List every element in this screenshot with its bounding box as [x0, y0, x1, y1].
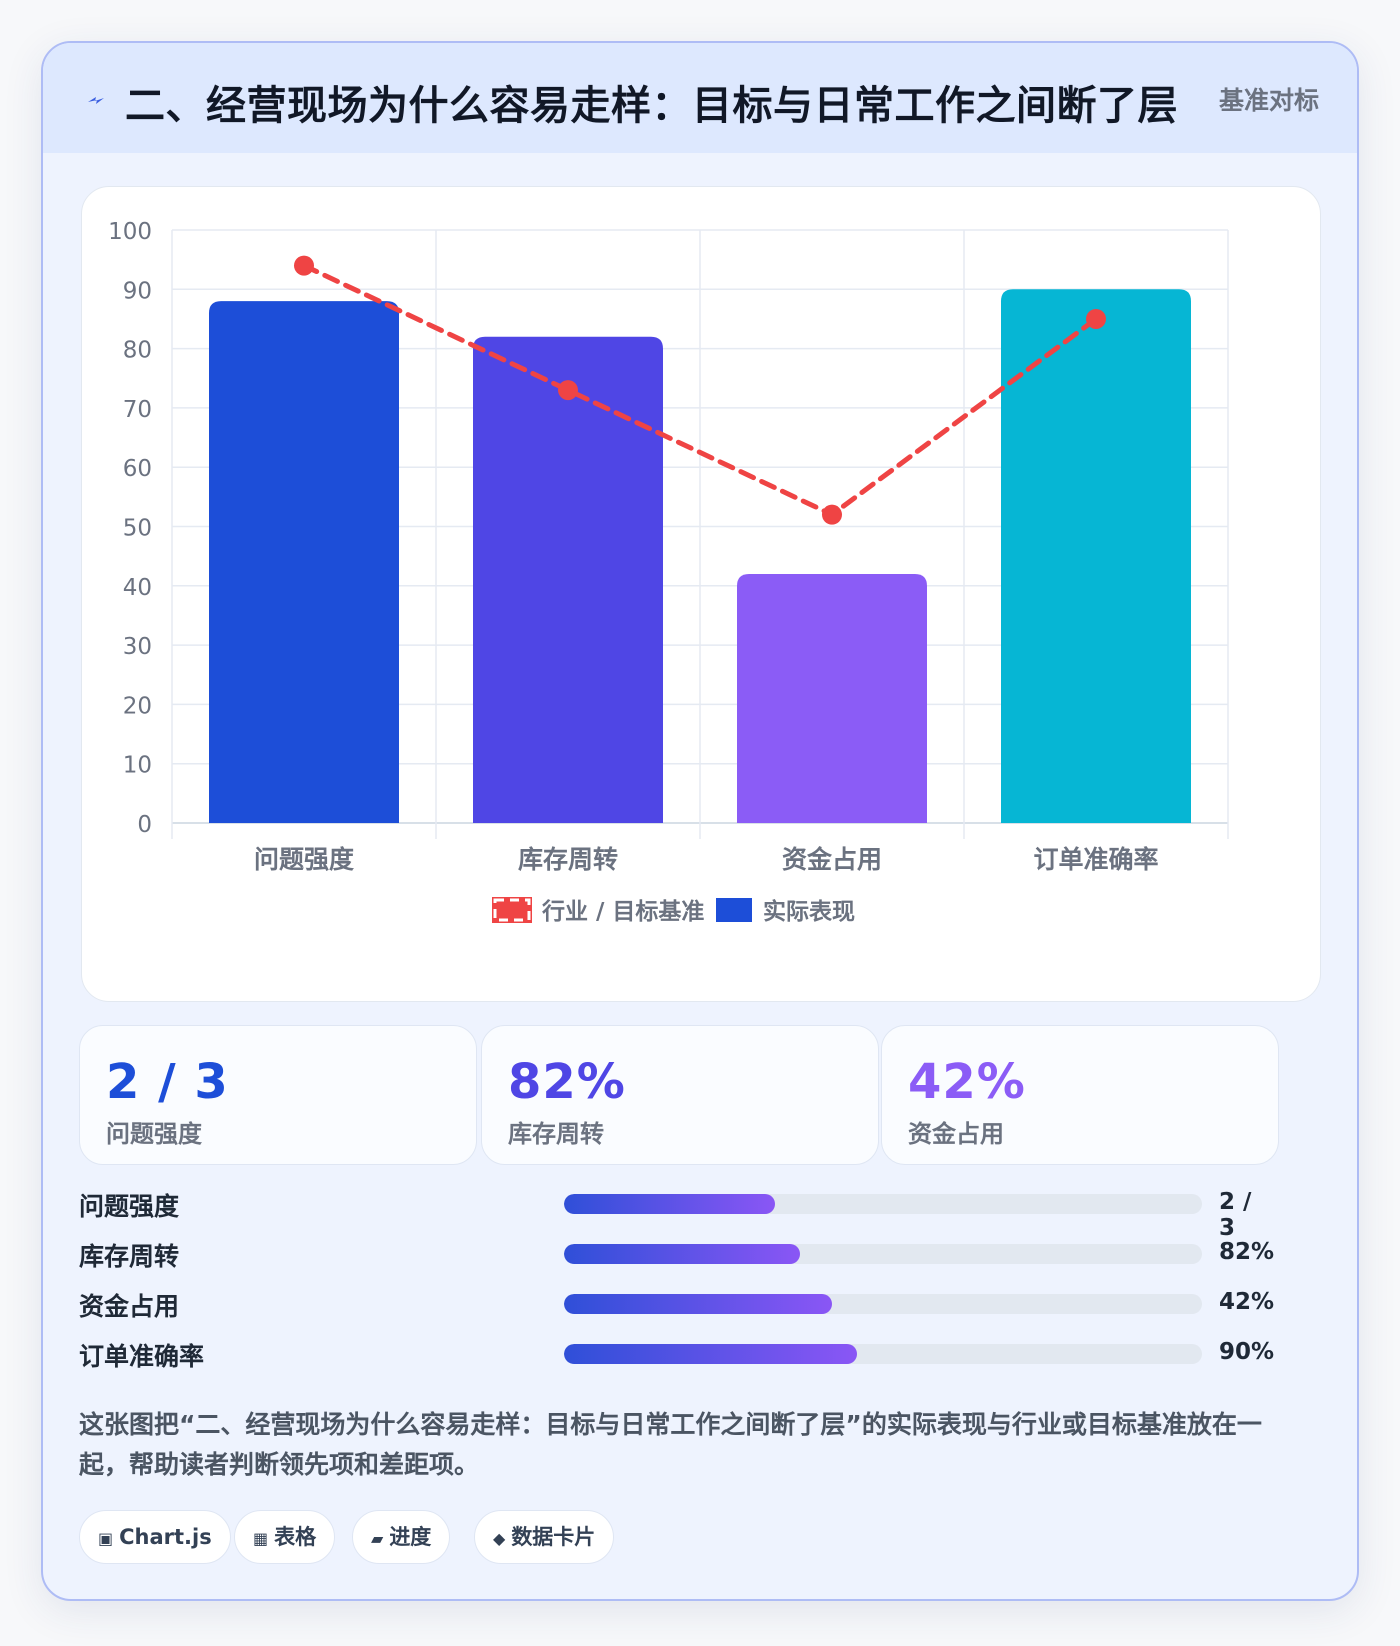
y-tick-label: 40: [123, 575, 152, 601]
pill-label: 进度: [389, 1525, 432, 1549]
progress-label: 资金占用: [79, 1292, 180, 1321]
stat-value: 82%: [508, 1054, 626, 1110]
x-tick-label: 库存周转: [518, 845, 618, 874]
chart-card: 二、经营现场为什么容易走样：目标与日常工作之间断了层 基准对标 0 10 20 30 4…: [41, 41, 1359, 1601]
benchmark-point: [822, 504, 842, 525]
x-tick-label: 订单准确率: [1033, 845, 1158, 874]
card-title: 二、经营现场为什么容易走样：目标与日常工作之间断了层: [125, 83, 1178, 129]
y-tick-label: 0: [137, 812, 152, 838]
legend-swatch-dash: [493, 898, 531, 922]
benchmark-chart: 0 10 20 30 40 50 60 70 80 90 100 问题强度 库存周转 资金占用 订单准确率行…: [108, 219, 1229, 925]
progress-row: 资金占用 42%: [79, 1283, 1274, 1323]
legend-swatch-actual: [716, 898, 752, 922]
progress-value: 42%: [1219, 1289, 1275, 1315]
stat-label: 问题强度: [106, 1120, 202, 1148]
y-tick-label: 60: [123, 456, 152, 482]
progress-fill: [564, 1294, 832, 1314]
progress-label: 问题强度: [79, 1192, 180, 1221]
stat-card: 42% 资金占用: [881, 1025, 1279, 1165]
progress-row: 库存周转 82%: [79, 1233, 1274, 1273]
chart-description: 这张图把“二、经营现场为什么容易走样：目标与日常工作之间断了层”的实际表现与行业…: [79, 1410, 1262, 1479]
y-tick-label: 100: [108, 219, 152, 245]
legend-label-benchmark: 行业 / 目标基准: [541, 898, 704, 925]
benchmark-point: [294, 255, 314, 276]
table-icon: ▦: [253, 1529, 269, 1548]
pill-data-card[interactable]: ◆ 数据卡片: [474, 1510, 615, 1564]
y-tick-label: 80: [123, 338, 152, 364]
progress-track: [564, 1244, 1202, 1264]
y-tick-label: 20: [123, 693, 152, 719]
pill-chartjs[interactable]: ▣ Chart.js: [79, 1510, 231, 1564]
pill-table[interactable]: ▦ 表格: [234, 1510, 336, 1564]
y-tick-label: 50: [123, 516, 152, 542]
pill-label: 数据卡片: [511, 1525, 596, 1549]
stat-card: 82% 库存周转: [481, 1025, 879, 1165]
benchmark-line: [301, 263, 1099, 518]
pill-label: Chart.js: [119, 1525, 212, 1549]
progress-fill: [564, 1344, 858, 1364]
y-tick-label: 90: [123, 278, 152, 304]
bar: [209, 301, 399, 823]
progress-label: 库存周转: [79, 1242, 180, 1271]
y-tick-label: 30: [123, 634, 152, 660]
legend-label-actual: 实际表现: [763, 898, 855, 925]
progress-track: [564, 1194, 1202, 1214]
chart-panel: 0 10 20 30 40 50 60 70 80 90 100 问题强度 库存周转 资金占用 订单准确率行…: [81, 186, 1321, 1002]
card-tag: 基准对标: [1218, 86, 1319, 115]
progress-label: 订单准确率: [79, 1342, 205, 1371]
lightning-icon: [88, 97, 104, 104]
x-tick-label: 资金占用: [782, 845, 882, 874]
bar: [473, 336, 663, 823]
progress-value: 2 / 3: [1219, 1189, 1252, 1241]
progress-value: 90%: [1219, 1339, 1275, 1365]
bar: [737, 573, 927, 823]
y-tick-label: 70: [123, 397, 152, 423]
pill-label: 表格: [274, 1525, 317, 1549]
progress-value: 82%: [1219, 1239, 1275, 1265]
stat-card: 2 / 3 问题强度: [79, 1025, 477, 1165]
pill-progress[interactable]: ▰ 进度: [352, 1510, 451, 1564]
stat-label: 库存周转: [508, 1120, 604, 1148]
progress-track: [564, 1344, 1202, 1364]
stat-value: 42%: [908, 1054, 1026, 1110]
chart-icon: ▣: [98, 1529, 114, 1548]
card-header: 二、经营现场为什么容易走样：目标与日常工作之间断了层 基准对标: [43, 43, 1357, 153]
stat-label: 资金占用: [908, 1120, 1004, 1148]
bar: [1001, 289, 1191, 823]
progress-row: 问题强度 2 / 3: [79, 1183, 1259, 1241]
progress-fill: [564, 1244, 801, 1264]
stat-value: 2 / 3: [106, 1054, 229, 1110]
diamond-icon: ◆: [493, 1529, 506, 1548]
benchmark-point: [558, 380, 578, 401]
benchmark-point: [1086, 308, 1106, 329]
x-tick-label: 问题强度: [254, 845, 354, 874]
y-tick-label: 10: [123, 753, 152, 779]
progress-fill: [564, 1194, 775, 1214]
progress-icon: ▰: [371, 1529, 384, 1548]
progress-row: 订单准确率 90%: [79, 1333, 1274, 1373]
progress-track: [564, 1294, 1202, 1314]
